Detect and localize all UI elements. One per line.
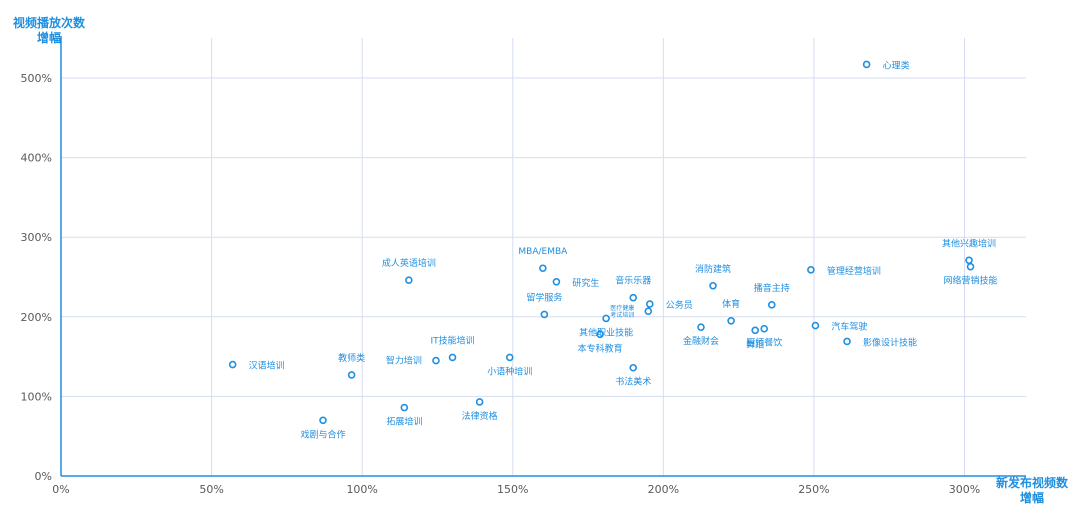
point-label: 书法美术: [615, 376, 651, 388]
data-point: [319, 416, 327, 425]
data-point: [405, 276, 413, 284]
point-label: 戏剧与合作: [301, 428, 346, 440]
data-point: [751, 326, 759, 335]
data-point: [811, 321, 820, 330]
point-label: 小语种培训: [487, 365, 532, 377]
grid-lines: [61, 38, 1026, 476]
point-label: 教师类: [338, 352, 365, 364]
x-tick-label: 250%: [798, 483, 829, 496]
point-label: 其他兴趣培训: [942, 237, 996, 249]
data-points: [228, 60, 975, 425]
data-point: [807, 266, 815, 274]
point-label: 公务员: [666, 299, 693, 311]
data-point: [727, 316, 735, 325]
x-tick-label: 300%: [949, 483, 980, 496]
point-label: 拓展培训: [386, 416, 422, 428]
point-label: 汽车驾驶: [831, 321, 867, 333]
data-point: [966, 262, 975, 271]
point-label: 留学服务: [526, 291, 562, 303]
data-point: [843, 337, 851, 346]
data-point: [629, 363, 638, 372]
x-axis-title-line1: 新发布视频数: [996, 475, 1069, 490]
tick-labels: 0% 50% 100% 150% 200% 250% 300% 0% 100% 200% 300% 4…: [21, 72, 981, 496]
point-label: IT技能培训: [430, 334, 474, 346]
y-axis-title-line1: 视频播放次数: [13, 15, 86, 30]
point-label: MBA/EMBA: [518, 247, 568, 257]
point-label: 消防建筑: [695, 263, 731, 275]
x-axis-title-line2: 增幅: [1020, 490, 1044, 505]
data-point: [540, 310, 549, 319]
x-tick-label: 200%: [648, 483, 679, 496]
point-label: 音乐乐器: [615, 275, 651, 287]
point-label: 网络营销技能: [944, 275, 998, 287]
data-point: [505, 353, 514, 362]
data-point: [862, 60, 871, 69]
point-label: 研究生: [572, 277, 599, 289]
point-label: 舞蹈: [746, 339, 764, 350]
y-tick-label: 100%: [21, 390, 52, 403]
data-point: [347, 371, 356, 379]
x-tick-label: 150%: [497, 483, 528, 496]
point-label: 厨师餐饮: [746, 337, 782, 349]
y-tick-label: 300%: [21, 231, 52, 244]
point-label: 影像设计技能: [863, 336, 917, 348]
y-tick-label: 200%: [21, 311, 52, 324]
data-point: [629, 293, 638, 302]
point-label: 心理类: [883, 59, 910, 71]
y-tick-label: 400%: [21, 152, 52, 165]
data-point: [602, 314, 610, 323]
data-point: [596, 330, 604, 339]
point-label: 管理经营培训: [827, 265, 881, 277]
y-tick-label: 0%: [35, 470, 52, 483]
data-point: [697, 323, 705, 331]
point-label: 成人英语培训: [382, 257, 436, 269]
x-tick-label: 0%: [52, 483, 69, 496]
data-point: [432, 356, 440, 365]
point-label: 金融财会: [683, 335, 719, 347]
point-label: 播音主持: [754, 282, 790, 294]
data-point: [228, 360, 237, 369]
data-point: [644, 307, 653, 316]
data-point: [539, 264, 547, 273]
data-point: [767, 301, 776, 309]
data-point: [645, 300, 654, 308]
point-label: 医疗健康: [610, 304, 634, 312]
data-point: [709, 281, 717, 290]
data-point: [965, 256, 973, 265]
point-label: 考试培训: [610, 311, 634, 319]
point-label: 汉语培训: [249, 360, 285, 372]
axes: [60, 36, 1026, 477]
data-point: [448, 353, 457, 362]
y-axis-title-line2: 增幅: [37, 30, 61, 45]
x-tick-label: 100%: [346, 483, 377, 496]
y-tick-label: 500%: [21, 72, 52, 85]
data-point: [475, 398, 484, 406]
point-label: 体育: [722, 298, 740, 310]
data-point: [760, 324, 769, 333]
data-point: [400, 403, 409, 412]
point-label: 法律资格: [462, 410, 498, 422]
x-tick-label: 50%: [199, 483, 223, 496]
point-label: 其他职业技能: [579, 326, 633, 338]
data-point: [552, 277, 561, 286]
point-label: 本专科教育: [578, 342, 623, 354]
point-label: 智力培训: [386, 355, 422, 367]
